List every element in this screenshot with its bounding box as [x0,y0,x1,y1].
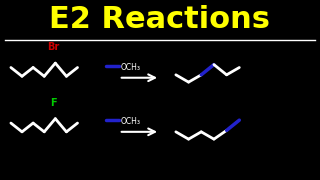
Text: OCH₃: OCH₃ [120,117,140,126]
Text: Br: Br [48,42,60,52]
Text: E2 Reactions: E2 Reactions [50,5,270,34]
Text: F: F [51,98,57,108]
Text: OCH₃: OCH₃ [120,63,140,72]
